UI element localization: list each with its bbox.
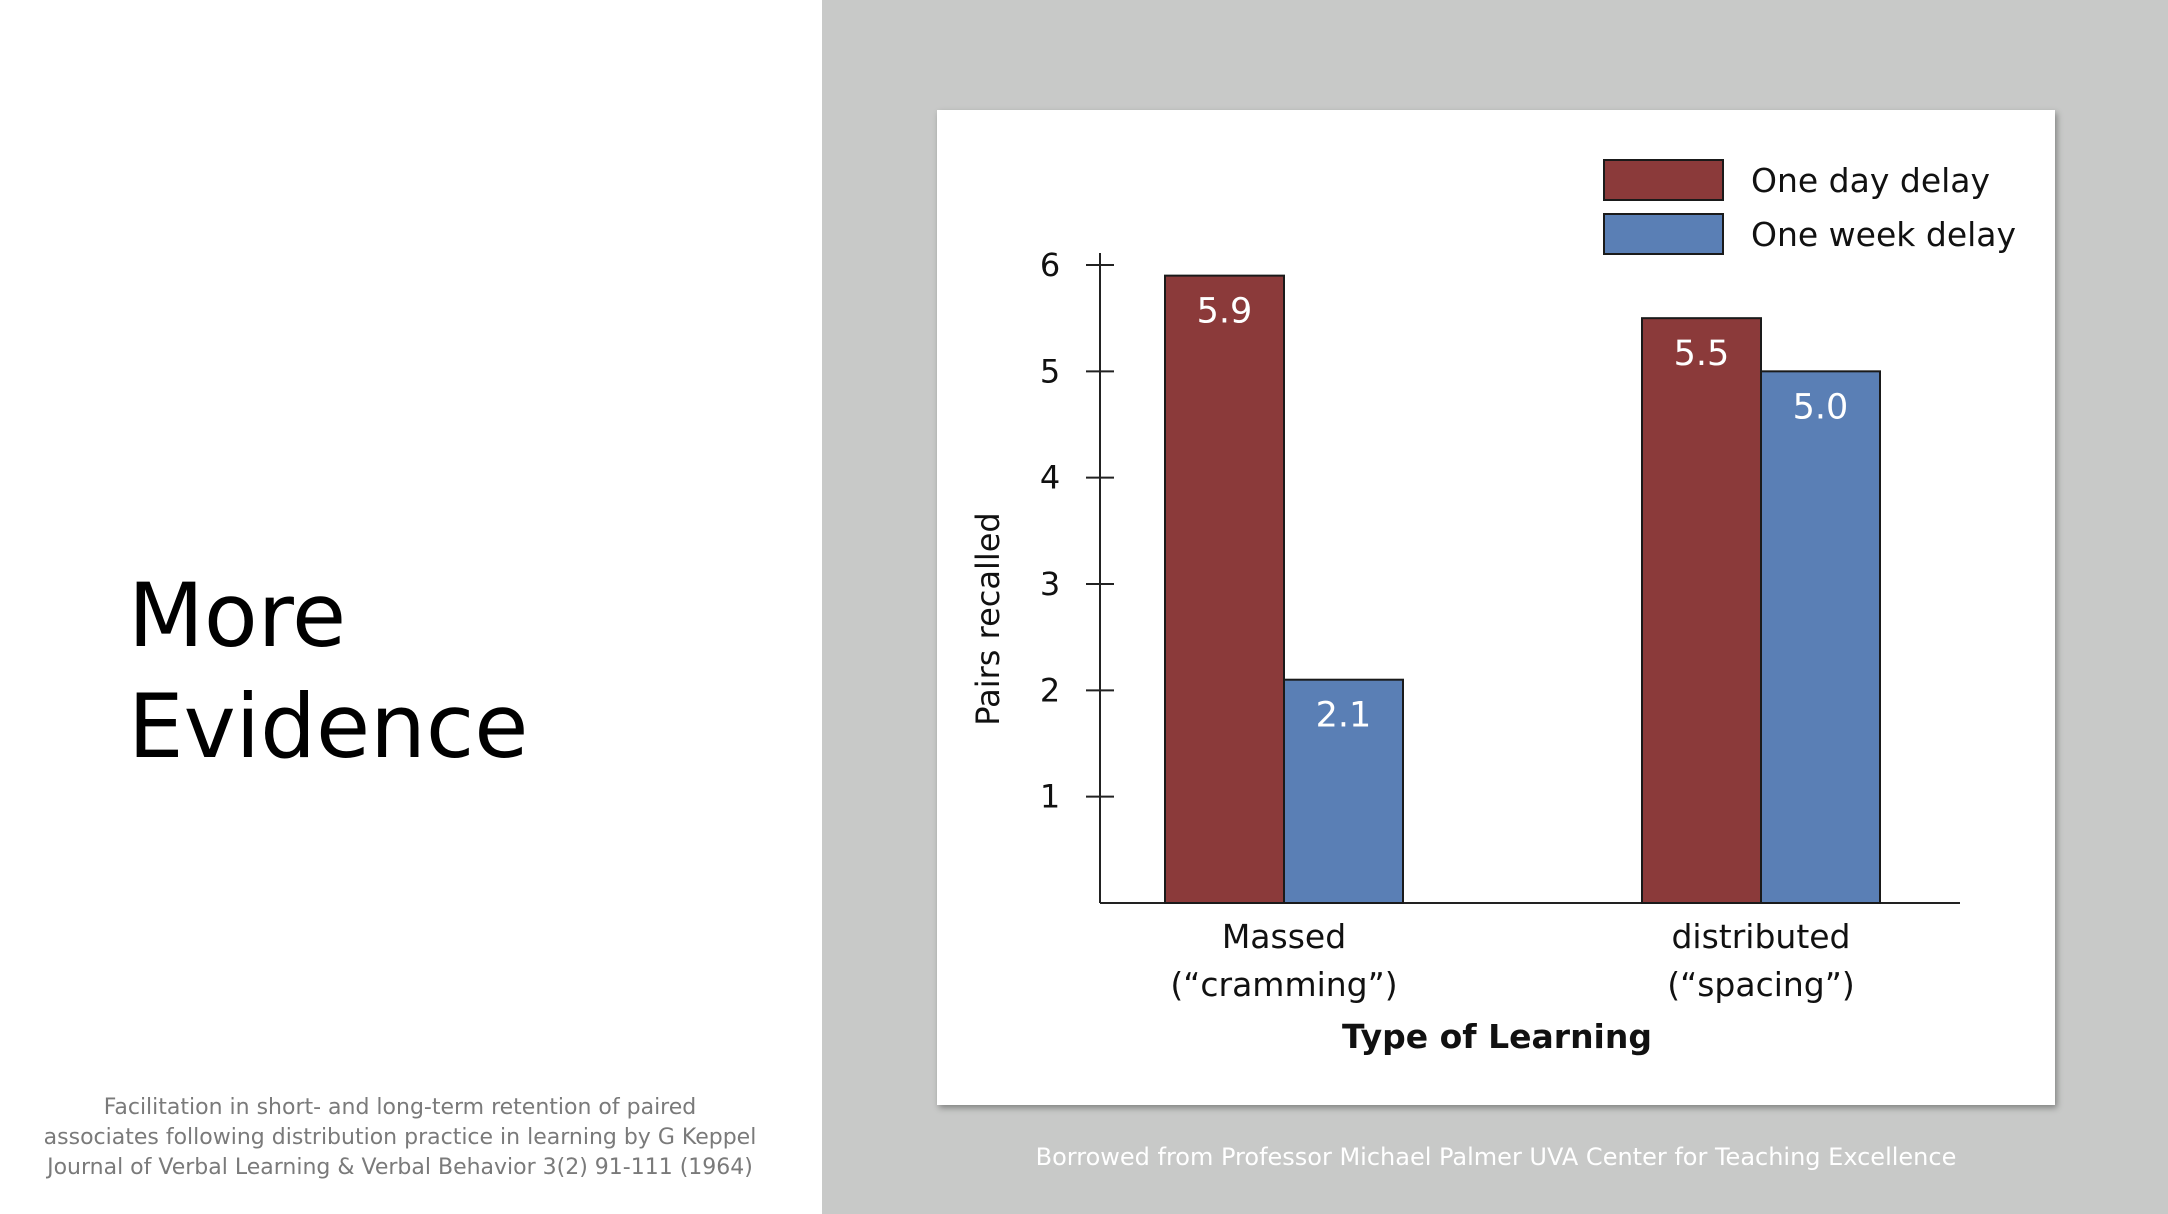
- chart-card: 1 2 3 4 5 6 Pairs recalled 5.9 5.5 2.1 5.0 Massed (“…: [937, 110, 2055, 1105]
- bar: [1164, 274, 1285, 904]
- y-axis-label: Pairs recalled: [969, 512, 1007, 725]
- x-tick-label: (“spacing”): [1667, 965, 1854, 1004]
- y-tick-label: 1: [1040, 778, 1060, 816]
- slide-title-line-1: More: [128, 564, 347, 667]
- bar-chart: 1 2 3 4 5 6 Pairs recalled 5.9 5.5 2.1 5.0 Massed (“…: [969, 159, 2016, 1056]
- citation: Facilitation in short- and long-term ret…: [0, 1093, 800, 1183]
- slide-title: More Evidence: [128, 560, 528, 782]
- legend-label: One day delay: [1751, 161, 1990, 200]
- slide-title-line-2: Evidence: [128, 675, 529, 778]
- x-tick-label: (“cramming”): [1170, 965, 1397, 1004]
- data-label: 2.1: [1316, 696, 1372, 736]
- y-tick-label: 4: [1040, 459, 1060, 497]
- x-axis-label: Type of Learning: [1342, 1017, 1652, 1056]
- x-tick-label: distributed: [1671, 917, 1850, 956]
- bar: [1641, 317, 1762, 904]
- legend-swatch: [1603, 159, 1724, 201]
- left-panel: More Evidence Facilitation in short- and…: [0, 0, 822, 1214]
- bar: [1283, 678, 1404, 905]
- x-tick-label: Massed: [1222, 917, 1346, 956]
- data-label: 5.9: [1197, 292, 1253, 332]
- legend-swatch: [1603, 213, 1724, 255]
- y-tick-label: 3: [1040, 565, 1060, 603]
- citation-line-3: Journal of Verbal Learning & Verbal Beha…: [47, 1155, 753, 1180]
- y-tick-label: 2: [1040, 671, 1060, 709]
- citation-line-1: Facilitation in short- and long-term ret…: [103, 1095, 697, 1120]
- y-tick-label: 6: [1040, 246, 1060, 284]
- citation-line-2: associates following distribution practi…: [43, 1125, 757, 1150]
- y-tick-label: 5: [1040, 352, 1060, 390]
- data-label: 5.5: [1674, 334, 1730, 374]
- credit-text: Borrowed from Professor Michael Palmer U…: [1035, 1143, 1957, 1171]
- bar: [1760, 370, 1881, 905]
- data-label: 5.0: [1793, 387, 1849, 427]
- legend-label: One week delay: [1751, 215, 2016, 254]
